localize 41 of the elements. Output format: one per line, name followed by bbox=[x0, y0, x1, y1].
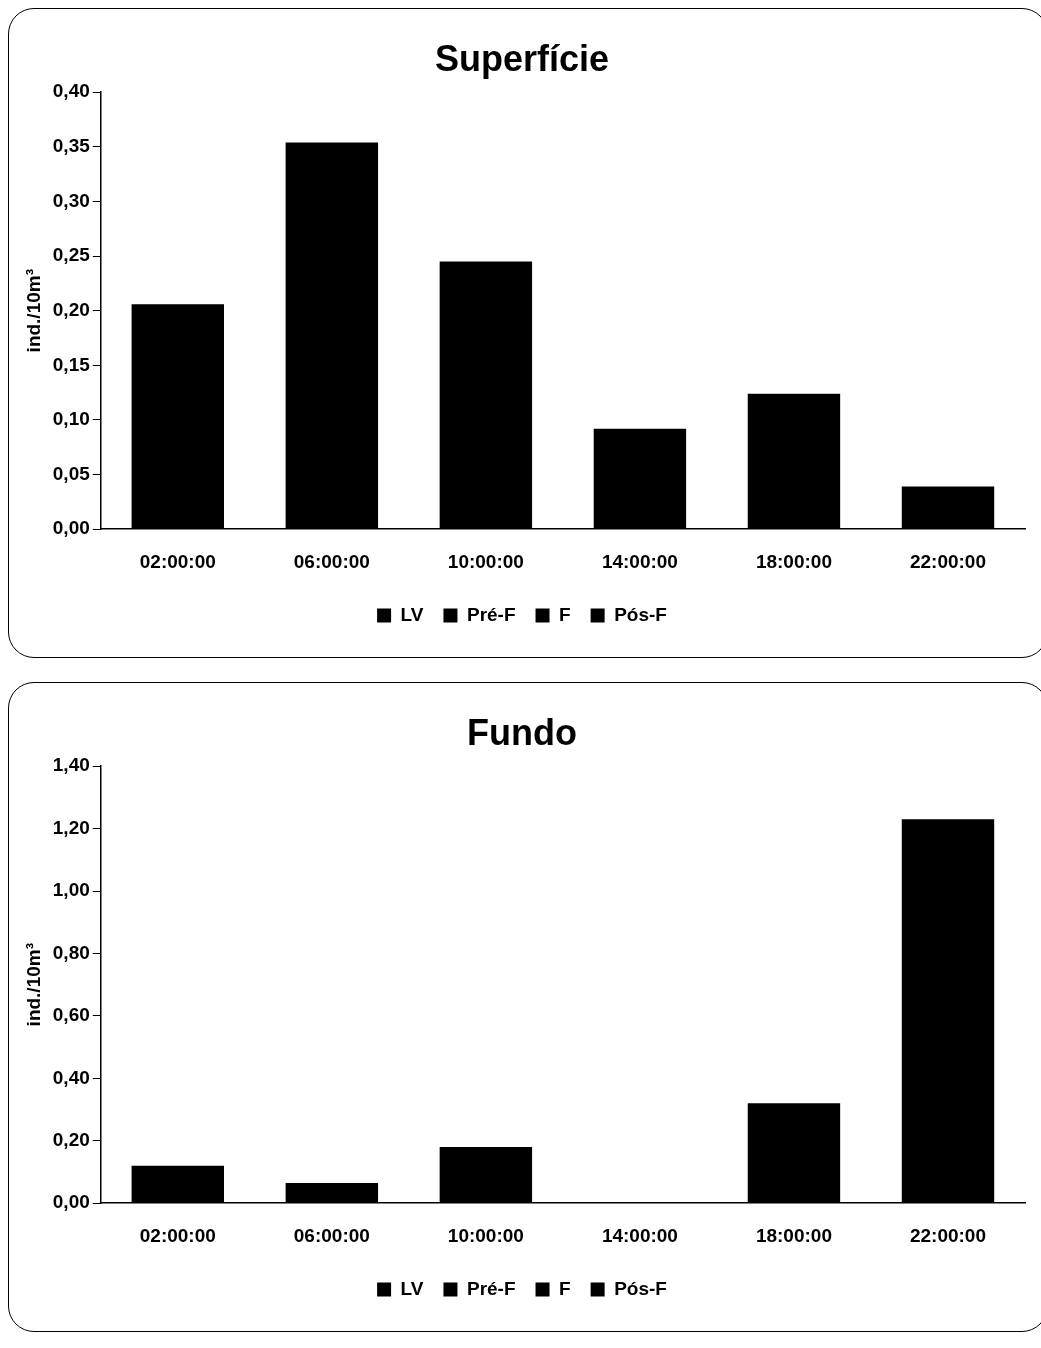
y-tick-label: 0,60 bbox=[52, 1004, 90, 1026]
x-tick-label: 14:00:00 bbox=[601, 1224, 678, 1246]
x-tick-label: 10:00:00 bbox=[447, 550, 524, 572]
legend-label: Pós-F bbox=[614, 1277, 667, 1299]
legend-label: F bbox=[559, 603, 571, 625]
y-tick-label: 0,00 bbox=[52, 1191, 90, 1213]
y-axis-title: ind./10m³ bbox=[22, 269, 44, 353]
x-tick-label: 22:00:00 bbox=[909, 550, 987, 572]
x-tick-label: 10:00:00 bbox=[447, 1224, 524, 1246]
x-tick-label: 06:00:00 bbox=[293, 1224, 370, 1246]
y-tick-label: 1,00 bbox=[52, 879, 90, 901]
x-tick-label: 22:00:00 bbox=[909, 1224, 987, 1246]
y-tick-label: 0,35 bbox=[52, 135, 91, 157]
x-tick-label: 02:00:00 bbox=[139, 550, 216, 572]
y-axis-title: ind./10m³ bbox=[22, 943, 44, 1027]
y-tick-label: 0,20 bbox=[52, 1129, 90, 1151]
legend-label: F bbox=[559, 1277, 571, 1299]
x-tick-label: 02:00:00 bbox=[139, 1224, 216, 1246]
y-tick-label: 0,80 bbox=[52, 941, 90, 963]
y-tick-label: 0,20 bbox=[52, 298, 90, 320]
y-tick-label: 0,40 bbox=[52, 80, 90, 102]
x-tick-label: 14:00:00 bbox=[601, 550, 678, 572]
chart-title: Fundo bbox=[467, 711, 577, 753]
y-tick-label: 0,00 bbox=[52, 517, 90, 539]
y-tick-label: 0,30 bbox=[52, 189, 90, 211]
legend-label: Pós-F bbox=[614, 603, 667, 625]
x-tick-label: 18:00:00 bbox=[755, 1224, 832, 1246]
y-tick-label: 0,10 bbox=[52, 408, 90, 430]
legend-label: LV bbox=[400, 603, 424, 625]
legend-label: Pré-F bbox=[466, 1277, 516, 1299]
y-tick-label: 0,25 bbox=[52, 244, 91, 266]
x-tick-label: 06:00:00 bbox=[293, 550, 370, 572]
legend-label: LV bbox=[400, 1277, 424, 1299]
y-tick-label: 0,40 bbox=[52, 1066, 90, 1088]
chart-title: Superfície bbox=[434, 37, 610, 79]
legend-label: Pré-F bbox=[466, 603, 516, 625]
x-tick-label: 18:00:00 bbox=[755, 550, 832, 572]
y-tick-label: 1,20 bbox=[52, 816, 90, 838]
y-tick-label: 0,15 bbox=[52, 353, 91, 375]
y-tick-label: 0,05 bbox=[52, 462, 91, 484]
y-tick-label: 1,40 bbox=[52, 754, 90, 776]
